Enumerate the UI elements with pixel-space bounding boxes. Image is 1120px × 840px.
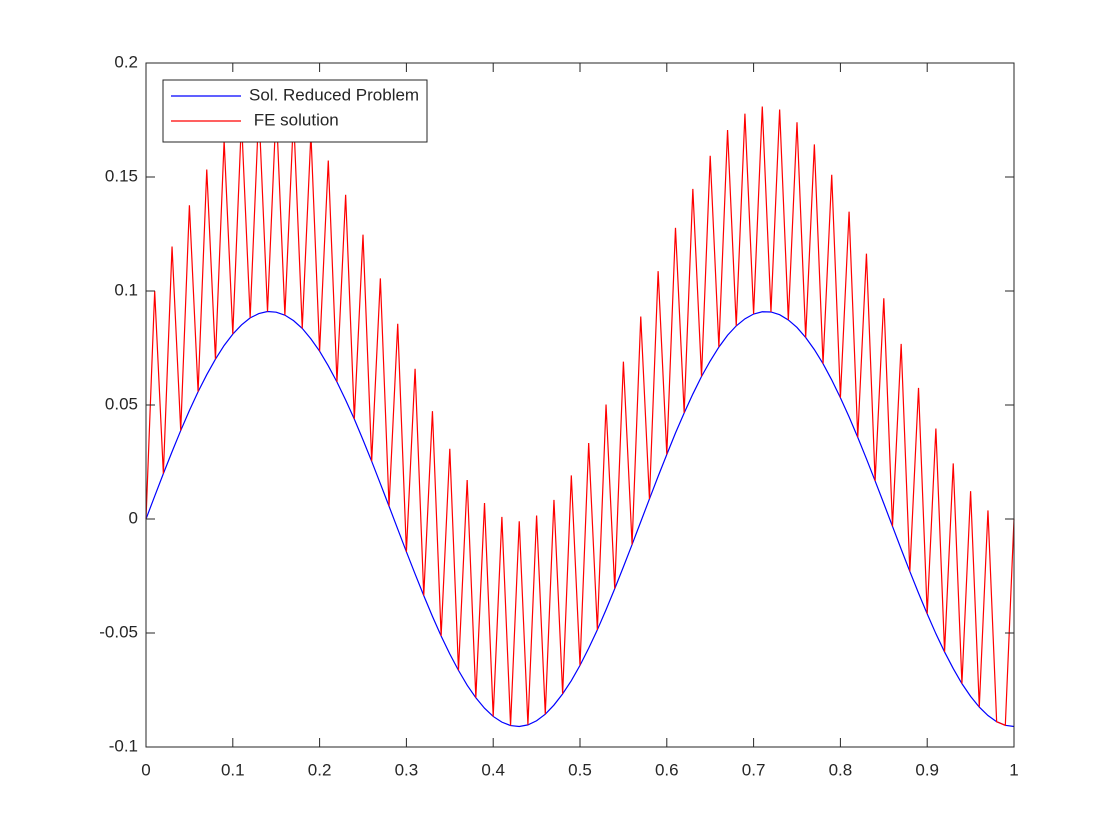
x-tick-label: 0	[141, 760, 150, 779]
x-tick-label: 0.1	[221, 760, 245, 779]
x-tick-label: 0.9	[915, 760, 939, 779]
legend-label: FE solution	[249, 110, 339, 129]
y-tick-label: 0.05	[105, 394, 138, 413]
y-tick-label: 0	[129, 508, 138, 527]
y-tick-label: -0.1	[109, 736, 138, 755]
x-tick-label: 0.7	[742, 760, 766, 779]
x-tick-label: 0.6	[655, 760, 679, 779]
y-tick-label: 0.15	[105, 166, 138, 185]
x-tick-label: 1	[1009, 760, 1018, 779]
y-tick-label: 0.1	[114, 280, 138, 299]
y-tick-label: -0.05	[99, 622, 138, 641]
y-tick-label: 0.2	[114, 52, 138, 71]
x-tick-label: 0.5	[568, 760, 592, 779]
x-tick-label: 0.2	[308, 760, 332, 779]
legend-label: Sol. Reduced Problem	[249, 85, 419, 104]
legend-box	[162, 79, 428, 143]
x-tick-label: 0.8	[829, 760, 853, 779]
x-tick-label: 0.3	[395, 760, 419, 779]
x-tick-label: 0.4	[481, 760, 505, 779]
data-line	[145, 106, 1015, 727]
